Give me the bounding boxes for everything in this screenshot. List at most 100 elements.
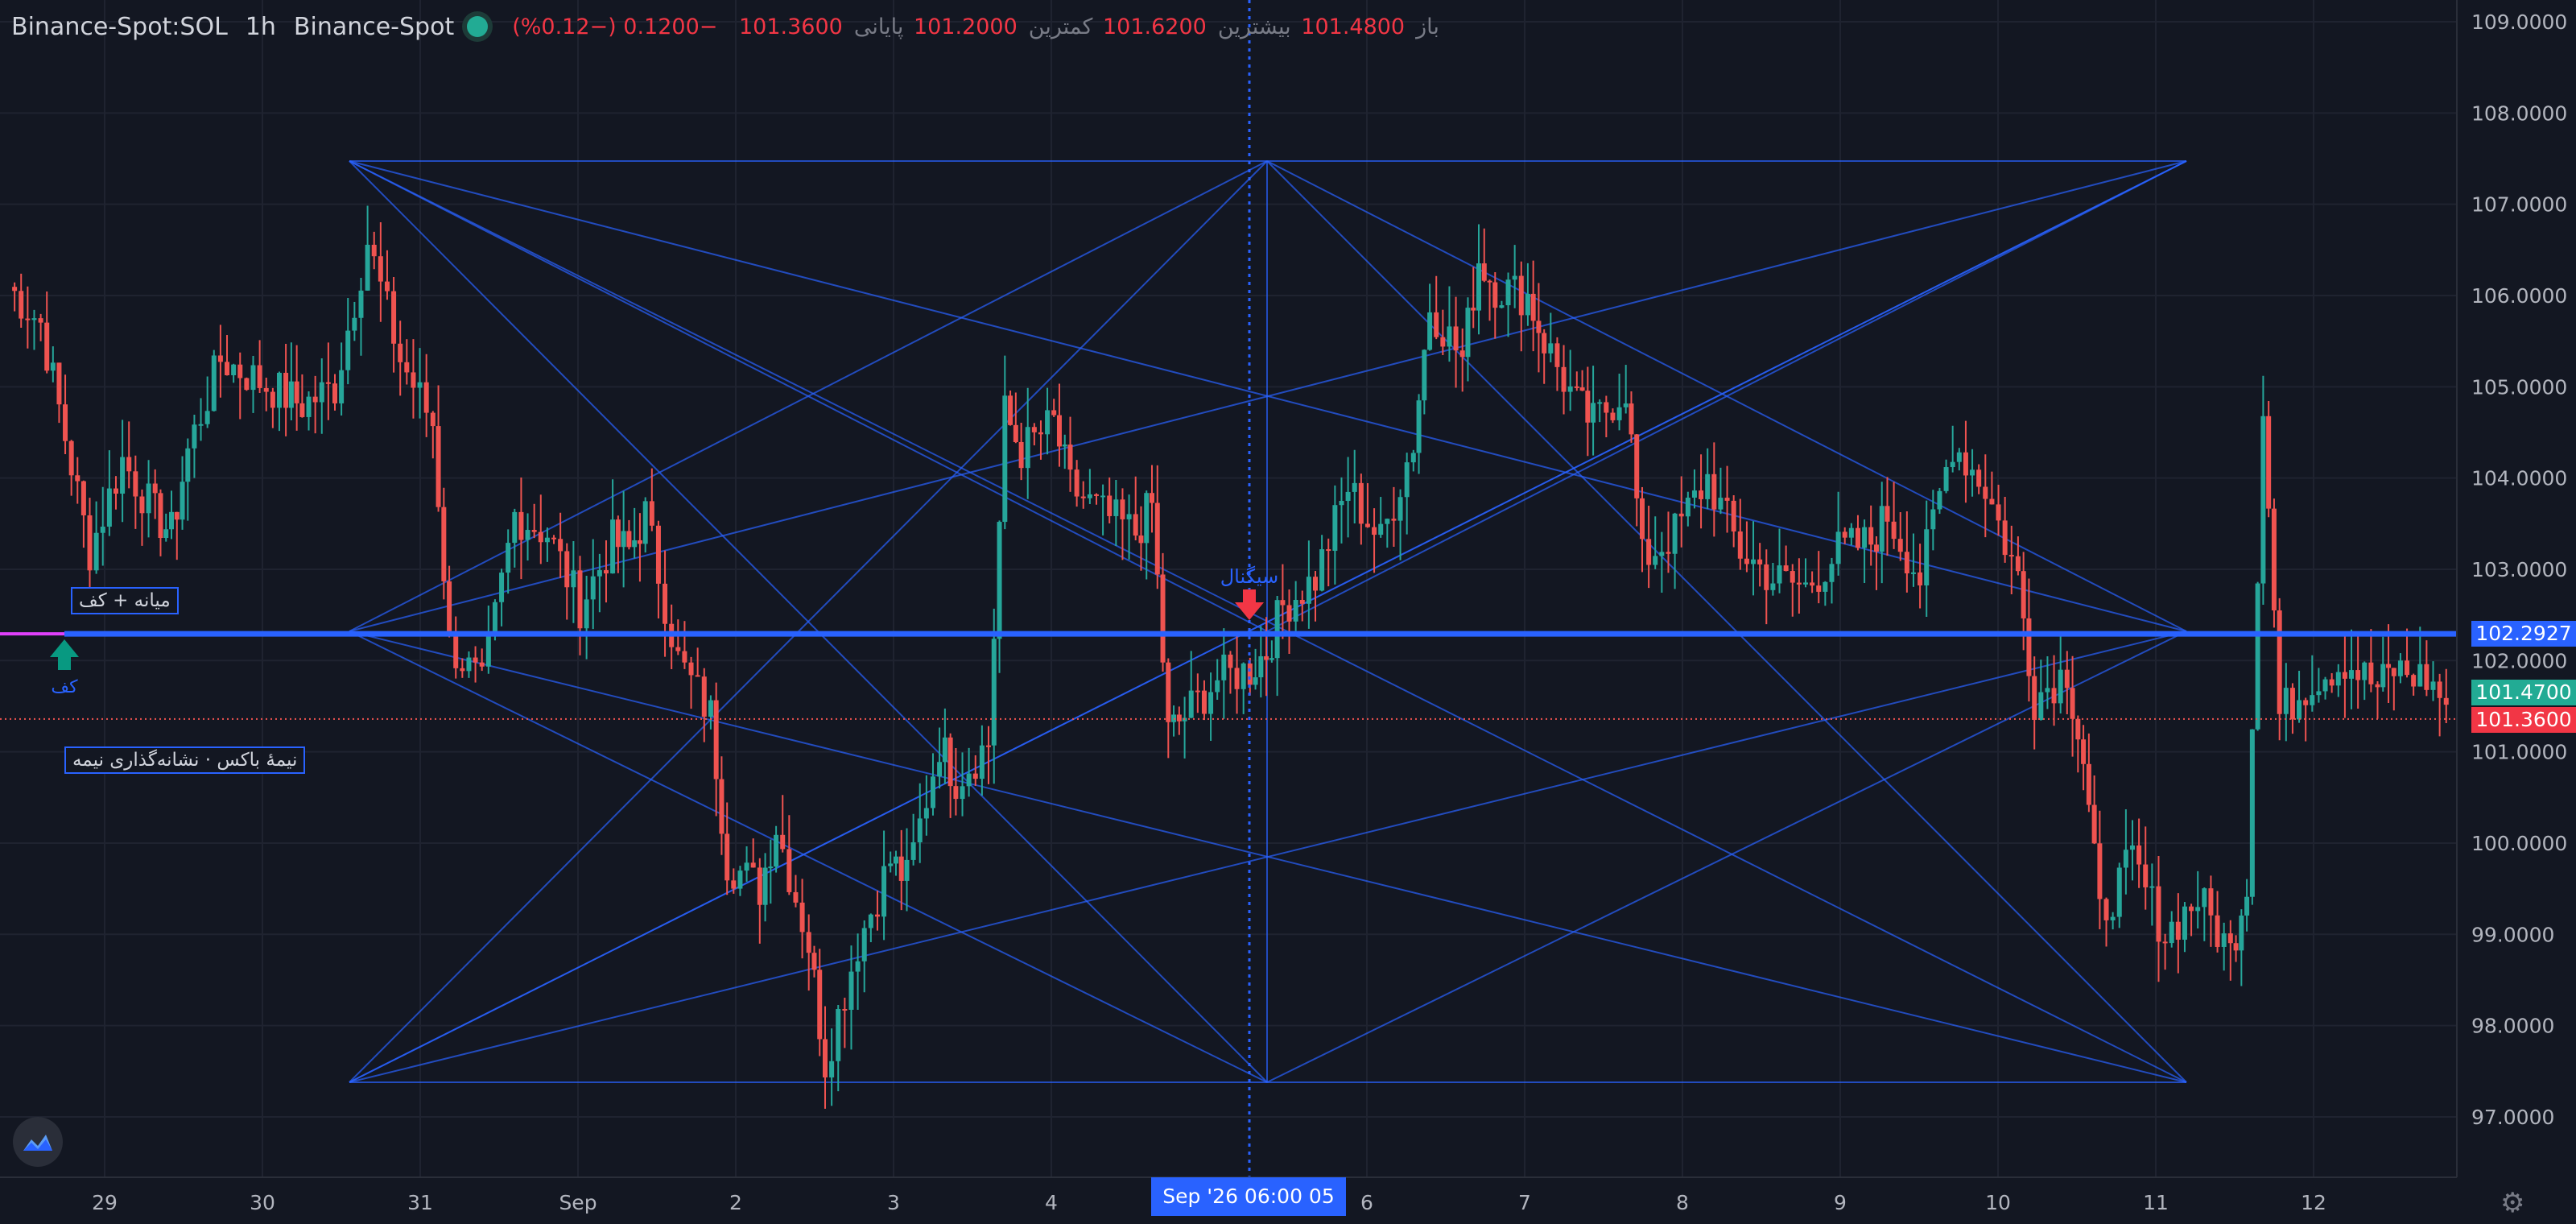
candle-body	[1051, 410, 1057, 416]
candle-body	[750, 862, 756, 868]
candle-body	[1253, 677, 1258, 685]
candle-body	[615, 519, 621, 548]
candle-body	[106, 488, 112, 527]
price-tick-label: 103.0000	[2471, 558, 2567, 581]
candle-body	[518, 511, 524, 540]
candle-body	[473, 657, 478, 663]
candle-body	[1481, 263, 1487, 281]
candle-body	[1378, 523, 1384, 536]
candle-body	[198, 424, 204, 426]
candle-body	[724, 833, 730, 881]
candle-body	[2303, 700, 2309, 705]
candle-body	[1574, 386, 1579, 388]
candle-body	[682, 651, 687, 663]
candle-body	[417, 382, 423, 388]
candle-body	[1038, 432, 1043, 435]
candle-body	[1989, 498, 1995, 505]
candle-body	[25, 318, 31, 320]
candle-body	[492, 602, 497, 635]
candle-body	[1666, 552, 1671, 554]
last-price-badge: 101.3600	[2471, 707, 2576, 733]
brand-logo-icon[interactable]	[13, 1117, 63, 1167]
time-tick-label: 29	[92, 1191, 118, 1214]
candle-body	[325, 382, 331, 384]
candle-body	[2002, 520, 2008, 556]
candle-body	[590, 576, 596, 600]
time-tick-label: 3	[887, 1191, 900, 1214]
candle-body	[1427, 312, 1433, 350]
pattern-line	[349, 631, 2187, 1083]
candle-body	[868, 914, 873, 928]
candle-body	[1332, 505, 1338, 552]
candle-body	[1591, 403, 1596, 423]
open-value: 101.4800	[1301, 14, 1406, 39]
candle-body	[306, 396, 312, 417]
candle-body	[1764, 564, 1769, 590]
candle-body	[231, 364, 237, 376]
annotation-box-top[interactable]: میانه + کف	[71, 587, 179, 614]
candle-body	[1113, 499, 1119, 516]
candle-body	[1904, 552, 1909, 574]
price-tick-label: 98.0000	[2471, 1015, 2554, 1038]
candle-body	[1777, 565, 1782, 584]
candle-body	[1487, 280, 1492, 283]
candle-body	[312, 396, 318, 403]
annotation-box-bottom[interactable]: نیمهٔ باکس · نشانه‌گذاری نیمه	[64, 746, 306, 774]
candle-body	[1264, 655, 1269, 660]
settings-gear-icon[interactable]: ⚙	[2500, 1187, 2525, 1219]
candle-body	[1447, 326, 1452, 347]
candle-body	[1188, 690, 1194, 718]
candle-body	[2375, 684, 2380, 688]
candle-body	[655, 525, 661, 584]
candle-body	[430, 412, 436, 427]
candle-body	[1339, 501, 1344, 506]
candle-body	[339, 370, 345, 403]
pattern-line	[349, 160, 2187, 1083]
symbol-name[interactable]: Binance-Spot:SOL	[11, 12, 228, 41]
candle-body	[1215, 680, 1220, 693]
candle-body	[1744, 558, 1749, 564]
candle-body	[1080, 496, 1086, 498]
candle-body	[1208, 692, 1214, 714]
candle-body	[1796, 582, 1802, 585]
candle-body	[411, 372, 416, 388]
candle-body	[1093, 494, 1099, 496]
candle-body	[642, 501, 648, 544]
candle-body	[2297, 700, 2302, 720]
candle-body	[19, 291, 24, 319]
candle-body	[479, 662, 485, 667]
candle-body	[855, 961, 861, 972]
candle-body	[1512, 275, 1517, 280]
candle-body	[1855, 527, 1860, 548]
candle-body	[960, 786, 965, 800]
candle-body	[2091, 804, 2097, 844]
candle-body	[2443, 697, 2449, 705]
candle-body	[1126, 514, 1132, 519]
candle-body	[731, 880, 737, 889]
candle-body	[1891, 521, 1897, 540]
candle-body	[2195, 907, 2201, 912]
candle-body	[1286, 605, 1292, 622]
candle-body	[1476, 263, 1481, 311]
candle-body	[1823, 581, 1828, 592]
candle-body	[1724, 498, 1730, 501]
candle-body	[1120, 499, 1125, 519]
time-tick-label: 30	[250, 1191, 275, 1214]
candle-body	[544, 537, 550, 543]
candle-body	[695, 675, 700, 677]
candle-body	[2086, 763, 2091, 805]
candle-body	[1087, 494, 1092, 498]
candle-body	[1930, 509, 1936, 530]
time-tick-label: 2	[729, 1191, 742, 1214]
interval-label[interactable]: 1h	[245, 12, 276, 41]
candle-body	[744, 862, 749, 871]
candle-body	[923, 808, 929, 819]
candle-body	[2329, 679, 2334, 686]
candle-body	[1221, 654, 1227, 680]
candle-body	[2362, 662, 2368, 680]
candle-body	[2208, 888, 2214, 916]
candle-body	[910, 842, 916, 860]
chart-grid	[0, 0, 2457, 1177]
candle-body	[1634, 434, 1640, 498]
